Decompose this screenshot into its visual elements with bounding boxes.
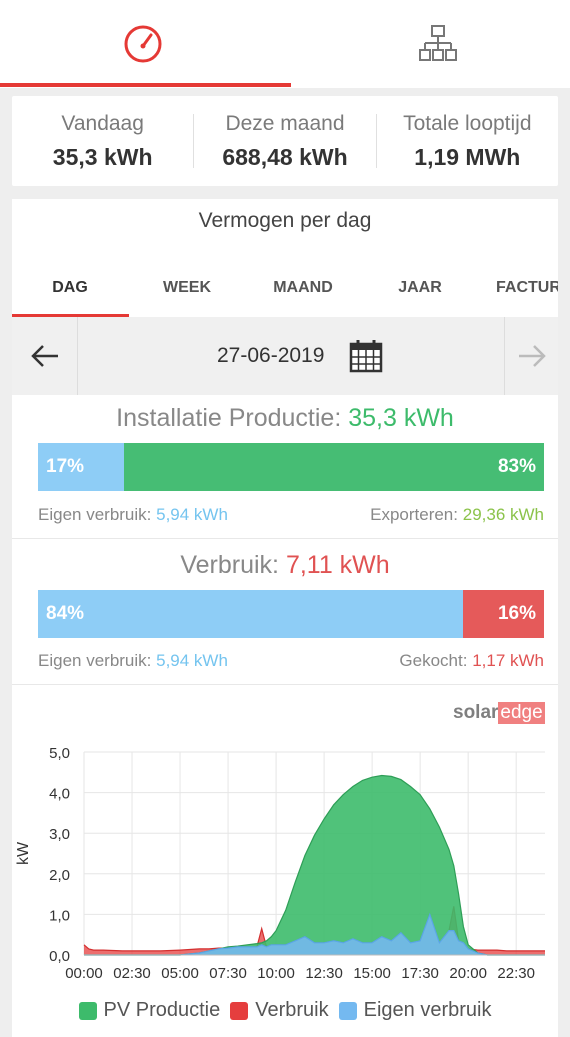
top-tab-bar — [0, 0, 570, 88]
x-tick-label: 12:30 — [305, 965, 343, 982]
y-tick-label: 4,0 — [49, 786, 70, 803]
production-value: 35,3 kWh — [348, 404, 454, 432]
legend-label: PV Productie — [103, 999, 221, 1021]
summary-month: Deze maand 688,48 kWh — [193, 111, 375, 170]
consumption-heading: Verbruik: 7,11 kWh — [12, 551, 558, 580]
tab-dashboard[interactable] — [0, 0, 285, 88]
logo-edge-text: edge — [498, 702, 545, 724]
consumption-bar: 84% 16% — [38, 590, 544, 638]
consumption-self-segment: 84% — [38, 590, 464, 638]
legend-label: Verbruik — [255, 999, 329, 1021]
x-tick-label: 02:30 — [113, 965, 151, 982]
summary-today: Vandaag 35,3 kWh — [12, 96, 193, 186]
legend-item-pv[interactable]: PV Productie — [78, 999, 221, 1022]
solaredge-logo: solar edge — [453, 701, 545, 725]
consumption-bought-segment: 16% — [463, 590, 544, 638]
active-tab-indicator — [0, 83, 291, 87]
x-tick-label: 10:00 — [257, 965, 295, 982]
legend-swatch — [78, 1001, 97, 1020]
production-bar: 17% 83% — [38, 443, 544, 491]
tab-week[interactable]: WEEK — [163, 279, 211, 296]
production-heading: Installatie Productie: 35,3 kWh — [12, 404, 558, 433]
consumption-section: Verbruik: 7,11 kWh — [12, 551, 558, 580]
self-consumption-value: 5,94 kWh — [156, 651, 228, 670]
y-tick-label: 1,0 — [49, 907, 70, 924]
consumption-breakdown: Eigen verbruik: 5,94 kWh Gekocht: 1,17 k… — [38, 651, 544, 671]
next-day-button[interactable] — [504, 317, 558, 395]
logo-solar-text: solar — [453, 702, 499, 723]
selected-date[interactable]: 27-06-2019 — [217, 344, 325, 367]
production-section: Installatie Productie: 35,3 kWh — [12, 404, 558, 433]
x-tick-label: 07:30 — [209, 965, 247, 982]
export-label: Exporteren: — [370, 505, 458, 524]
bought-label: Gekocht: — [399, 651, 468, 670]
y-tick-label: 0,0 — [49, 948, 70, 965]
pv-production-area — [84, 775, 545, 955]
speedometer-icon — [124, 25, 161, 63]
tab-day[interactable]: DAG — [52, 279, 88, 296]
x-tick-label: 17:30 — [401, 965, 439, 982]
calendar-button[interactable] — [349, 339, 383, 378]
production-label: Installatie Productie: — [116, 404, 342, 432]
x-tick-label: 00:00 — [65, 965, 103, 982]
previous-day-button[interactable] — [12, 317, 78, 395]
summary-label: Totale looptijd — [403, 111, 532, 135]
summary-value: 1,19 MWh — [414, 143, 521, 170]
self-consumption-value: 5,94 kWh — [156, 505, 228, 524]
divider — [12, 684, 558, 685]
tab-month[interactable]: MAAND — [273, 279, 333, 296]
x-tick-label: 05:00 — [161, 965, 199, 982]
tab-layout[interactable] — [295, 0, 570, 88]
card-title: Vermogen per dag — [198, 209, 372, 232]
x-tick-label: 22:30 — [497, 965, 535, 982]
self-consumption-label: Eigen verbruik: — [38, 505, 152, 524]
legend-swatch — [230, 1001, 249, 1020]
legend-label: Eigen verbruik — [363, 999, 492, 1021]
summary-label: Vandaag — [61, 111, 144, 135]
consumption-value: 7,11 kWh — [285, 551, 390, 579]
sitemap-icon — [418, 25, 457, 61]
self-consumption-area — [84, 914, 545, 955]
bought-value: 1,17 kWh — [472, 651, 544, 670]
production-self-segment: 17% — [38, 443, 125, 491]
summary-label: Deze maand — [225, 111, 345, 135]
date-navigator: 27-06-2019 — [12, 317, 558, 395]
tab-year[interactable]: JAAR — [398, 279, 442, 296]
y-tick-label: 2,0 — [49, 867, 70, 884]
x-tick-label: 15:00 — [353, 965, 391, 982]
period-tab-indicator — [12, 314, 129, 317]
production-export-segment: 83% — [124, 443, 544, 491]
arrow-left-icon — [30, 345, 58, 367]
tab-invoice[interactable]: FACTURE — [496, 279, 558, 296]
arrow-right-icon — [518, 345, 546, 367]
self-consumption-label: Eigen verbruik: — [38, 651, 152, 670]
export-value: 29,36 kWh — [462, 505, 544, 524]
legend-item-self[interactable]: Eigen verbruik — [338, 999, 492, 1022]
summary-value: 688,48 kWh — [222, 143, 348, 170]
production-breakdown: Eigen verbruik: 5,94 kWh Exporteren: 29,… — [38, 505, 544, 525]
period-tabs: DAG WEEK MAAND JAAR FACTURE — [12, 259, 558, 317]
legend-item-consumption[interactable]: Verbruik — [230, 999, 329, 1022]
x-tick-label: 20:00 — [449, 965, 487, 982]
y-tick-label: 3,0 — [49, 826, 70, 843]
legend-swatch — [338, 1001, 357, 1020]
calendar-icon — [349, 340, 383, 373]
divider — [12, 538, 558, 539]
y-axis-label: kW — [15, 841, 32, 865]
summary-lifetime: Totale looptijd 1,19 MWh — [375, 111, 558, 170]
summary-value: 35,3 kWh — [52, 143, 153, 170]
self-consumption-line — [84, 912, 545, 956]
energy-summary: Vandaag 35,3 kWh Deze maand 688,48 kWh T… — [12, 96, 558, 186]
power-card: Vermogen per dag DAG WEEK MAAND JAAR FAC… — [12, 199, 558, 1037]
chart-legend: PV Productie Verbruik Eigen verbruik — [12, 999, 558, 1022]
y-tick-label: 5,0 — [49, 745, 70, 762]
power-chart: 0,0 1,0 2,0 3,0 4,0 5,0 00:00 02:30 05:00 07:30 10… — [15, 745, 545, 982]
consumption-label: Verbruik: — [180, 551, 279, 579]
